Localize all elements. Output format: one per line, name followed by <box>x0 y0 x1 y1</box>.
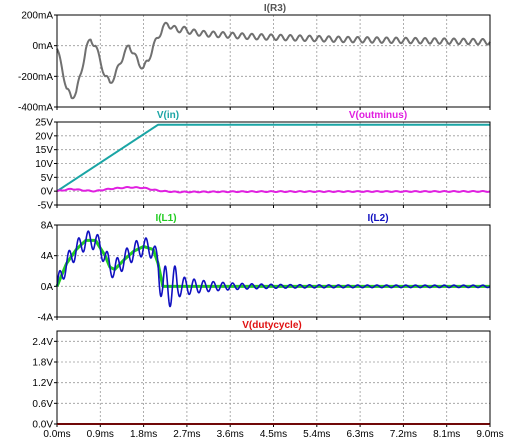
series-title: I(L1) <box>155 213 176 224</box>
x-tick-label: 0.9ms <box>87 429 114 440</box>
y-tick-label: -400mA <box>18 103 53 114</box>
x-tick-label: 8.1ms <box>433 429 460 440</box>
x-tick-label: 6.3ms <box>346 429 373 440</box>
x-tick-label: 4.5ms <box>260 429 287 440</box>
series-line-v-in- <box>56 123 491 192</box>
series-line-i-l1- <box>55 238 492 288</box>
y-tick-label: 4A <box>41 251 54 262</box>
series-line-i-l2- <box>56 230 491 308</box>
panel-2: -5V 0V 5V 10V 15V 20V 25V V(in) V(outminus) <box>35 110 491 212</box>
x-tick-label: 5.4ms <box>303 429 330 440</box>
series-title: I(R3) <box>264 3 286 14</box>
x-tick-label: 2.7ms <box>173 429 200 440</box>
y-tick-label: 1.2V <box>32 378 53 389</box>
y-tick-label: 10V <box>35 159 53 170</box>
panel-4: 0.0V 0.6V 1.2V 1.8V 2.4V V(dutycycle) <box>32 320 491 431</box>
series-title: V(outminus) <box>349 110 407 121</box>
y-tick-label: 20V <box>35 131 53 142</box>
y-tick-label: 5V <box>41 173 54 184</box>
y-tick-label: 8A <box>41 221 54 232</box>
x-tick-label: 1.8ms <box>130 429 157 440</box>
plot-frame <box>56 224 491 318</box>
series-title: V(in) <box>157 110 179 121</box>
y-tick-label: 0A <box>41 282 54 293</box>
panel-3: -4A 0A 4A 8A I(L1) I(L2) <box>37 213 492 324</box>
y-tick-label: 0V <box>41 187 54 198</box>
series-title: V(dutycycle) <box>242 320 301 331</box>
x-tick-label: 9.0ms <box>476 429 503 440</box>
x-tick-label: 0.0ms <box>43 429 70 440</box>
y-tick-label: -200mA <box>18 72 53 83</box>
plot-frame <box>56 14 491 108</box>
y-tick-label: 0.0V <box>32 420 53 431</box>
y-tick-label: 1.8V <box>32 358 53 369</box>
y-tick-label: 15V <box>35 145 53 156</box>
y-tick-label: 0mA <box>32 41 53 52</box>
y-tick-label: 200mA <box>21 11 53 22</box>
panel-1: -400mA -200mA 0mA 200mA I(R3) <box>18 3 491 114</box>
y-tick-label: 2.4V <box>32 337 53 348</box>
x-tick-label: 7.2ms <box>390 429 417 440</box>
y-tick-label: 25V <box>35 118 53 129</box>
plot-frame <box>56 121 491 206</box>
x-tick-label: 3.6ms <box>217 429 244 440</box>
y-tick-label: -5V <box>37 201 53 212</box>
y-tick-label: -4A <box>37 313 53 324</box>
series-line-v-outminus- <box>56 186 491 194</box>
y-tick-label: 0.6V <box>32 399 53 410</box>
series-title: I(L2) <box>367 213 388 224</box>
series-line-i-r3- <box>56 21 491 100</box>
plot-frame <box>56 330 491 425</box>
